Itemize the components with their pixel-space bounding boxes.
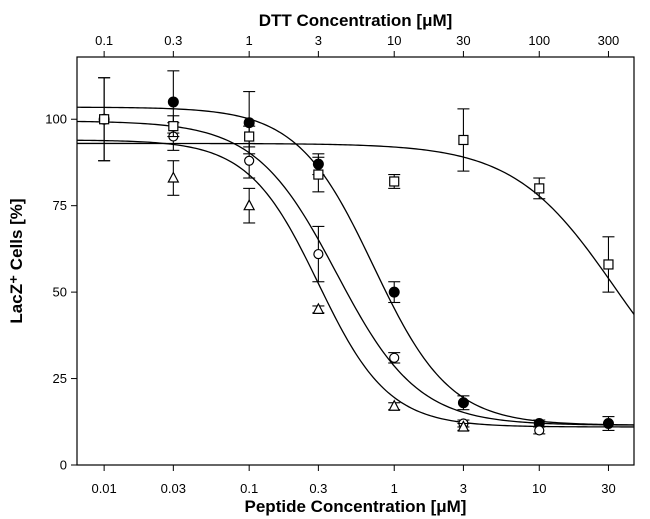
fit-curve-open-circle [76,120,635,426]
x-tick-label: 1 [391,481,398,496]
data-point-filled-circle [388,286,400,298]
x-tick-label: 0.1 [240,481,258,496]
data-point-filled-circle [457,397,469,409]
fit-curve-open-square [77,142,635,315]
data-point-open-circle [389,352,400,363]
top-x-tick-label: 0.1 [95,33,113,48]
y-tick-label: 50 [53,285,67,300]
x-tick-label: 0.03 [161,481,186,496]
data-point-open-square [458,134,469,146]
data-point-filled-circle [167,96,179,108]
data-point-open-square [244,131,255,142]
data-point-open-triangle [312,302,325,315]
fit-curve-open-triangle [76,139,634,428]
x-tick-label: 0.3 [309,481,327,496]
fit-curves [76,106,635,428]
top-x-axis: 0.1 0.3 1 3 10 30 100 300 [95,33,619,57]
plot-frame [76,56,635,466]
y-tick-label: 75 [53,198,67,213]
data-point-open-triangle [167,171,180,183]
top-x-tick-label: 10 [387,33,401,48]
data-point-open-square [603,259,614,270]
data-point-open-square [168,121,179,132]
x-axis: 0.01 0.03 0.1 0.3 1 3 10 30 [91,465,616,496]
top-x-tick-label: 0.3 [164,33,182,48]
top-x-tick-label: 100 [528,33,550,48]
x-tick-label: 10 [532,481,546,496]
y-axis: 0 25 50 75 100 [45,112,77,473]
data-point-open-circle [313,248,324,260]
top-x-tick-label: 1 [246,33,253,48]
data-point-open-circle [244,155,255,166]
data-point-open-triangle [457,420,470,432]
y-tick-label: 100 [45,112,67,127]
x-axis-title: Peptide Concentration [μM] [245,497,467,516]
data-point-open-square [313,169,324,180]
top-x-tick-label: 3 [315,33,322,48]
top-axis-title: DTT Concentration [μM] [259,11,453,30]
data-point-filled-circle [602,418,614,430]
y-tick-label: 0 [60,458,67,473]
data-point-open-square [99,114,110,125]
data-points [98,70,615,436]
y-axis-title: LacZ⁺ Cells [%] [7,198,26,323]
x-tick-label: 30 [601,481,615,496]
y-tick-label: 25 [53,371,67,386]
x-tick-label: 3 [460,481,467,496]
data-point-open-square [389,176,400,187]
top-x-tick-label: 300 [598,33,620,48]
top-x-tick-label: 30 [456,33,470,48]
data-point-open-square [534,183,545,194]
x-tick-label: 0.01 [91,481,116,496]
data-point-open-triangle [243,198,256,211]
fit-curve-filled-circle [76,106,635,426]
data-point-open-circle [534,425,545,436]
data-point-open-triangle [388,399,401,411]
